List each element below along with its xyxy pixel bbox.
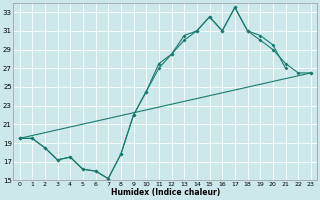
X-axis label: Humidex (Indice chaleur): Humidex (Indice chaleur): [111, 188, 220, 197]
